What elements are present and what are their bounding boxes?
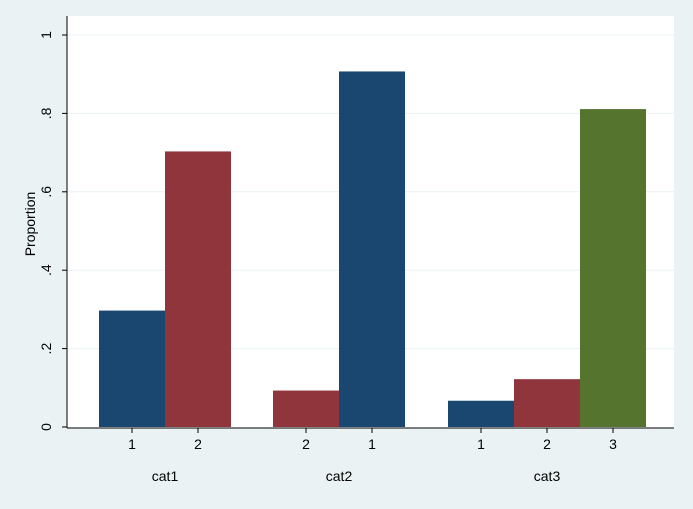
axes: 1 2 cat1 2 1 cat2 1 2 3 cat3 0 .2 .4 .6 .8 1 (38, 16, 674, 484)
y-axis-label: Proportion (22, 192, 38, 257)
group-label-cat1: cat1 (152, 468, 179, 484)
bar-cat2-1 (339, 71, 405, 428)
y-tick-label: 0 (38, 423, 54, 431)
group-label-cat3: cat3 (534, 468, 561, 484)
bar-cat1-2 (165, 151, 231, 427)
bar-cat1-1 (99, 310, 165, 427)
bar-cat3-2 (514, 379, 580, 427)
bar-tick-label: 1 (128, 436, 136, 452)
y-tick-label: 1 (38, 31, 54, 39)
bar-cat2-2 (273, 390, 339, 427)
bar-tick-label: 2 (194, 436, 202, 452)
bars (99, 71, 646, 428)
bar-tick-label: 2 (543, 436, 551, 452)
bar-tick-label: 3 (609, 436, 617, 452)
y-tick-label: .4 (38, 264, 54, 276)
bar-cat3-1 (448, 400, 514, 427)
y-tick-label: .2 (38, 343, 54, 355)
group-label-cat2: cat2 (326, 468, 353, 484)
bar-tick-label: 2 (302, 436, 310, 452)
bar-cat3-3 (580, 109, 646, 427)
y-tick-label: .8 (38, 107, 54, 119)
y-tick-label: .6 (38, 186, 54, 198)
bar-tick-label: 1 (477, 436, 485, 452)
bar-tick-label: 1 (368, 436, 376, 452)
